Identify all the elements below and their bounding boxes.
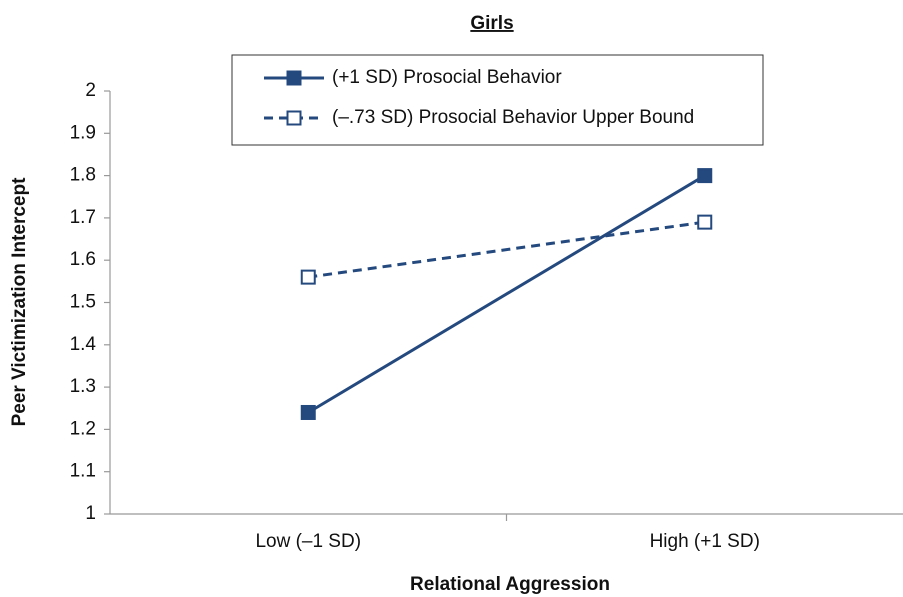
- legend-marker: [286, 110, 302, 126]
- y-tick-label: 1.1: [70, 461, 96, 482]
- data-point: [697, 168, 713, 184]
- y-axis-label: Peer Victimization Intercept: [9, 177, 30, 427]
- y-tick-label: 1.2: [70, 418, 96, 439]
- chart-title: Girls: [470, 13, 513, 34]
- x-tick-label: Low (–1 SD): [255, 531, 361, 552]
- legend-label: (–.73 SD) Prosocial Behavior Upper Bound: [332, 107, 694, 128]
- y-tick-label: 1.3: [70, 376, 96, 397]
- y-tick-label: 1.7: [70, 207, 96, 228]
- data-point: [300, 404, 316, 420]
- y-tick-label: 1.6: [70, 249, 96, 270]
- series-line: [308, 220, 705, 279]
- legend-label: (+1 SD) Prosocial Behavior: [332, 67, 562, 88]
- y-tick-label: 1: [85, 503, 96, 524]
- y-tick-label: 1.5: [70, 292, 96, 313]
- legend-marker: [286, 70, 302, 86]
- x-axis-label: Relational Aggression: [410, 574, 610, 595]
- data-point: [300, 269, 316, 285]
- legend-box: [231, 54, 764, 146]
- y-tick-label: 1.8: [70, 165, 96, 186]
- y-tick-label: 1.9: [70, 122, 96, 143]
- series-line: [307, 174, 706, 414]
- y-tick-label: 2: [85, 80, 96, 101]
- x-tick-label: High (+1 SD): [650, 531, 760, 552]
- y-tick-label: 1.4: [70, 334, 97, 355]
- data-point: [697, 214, 713, 230]
